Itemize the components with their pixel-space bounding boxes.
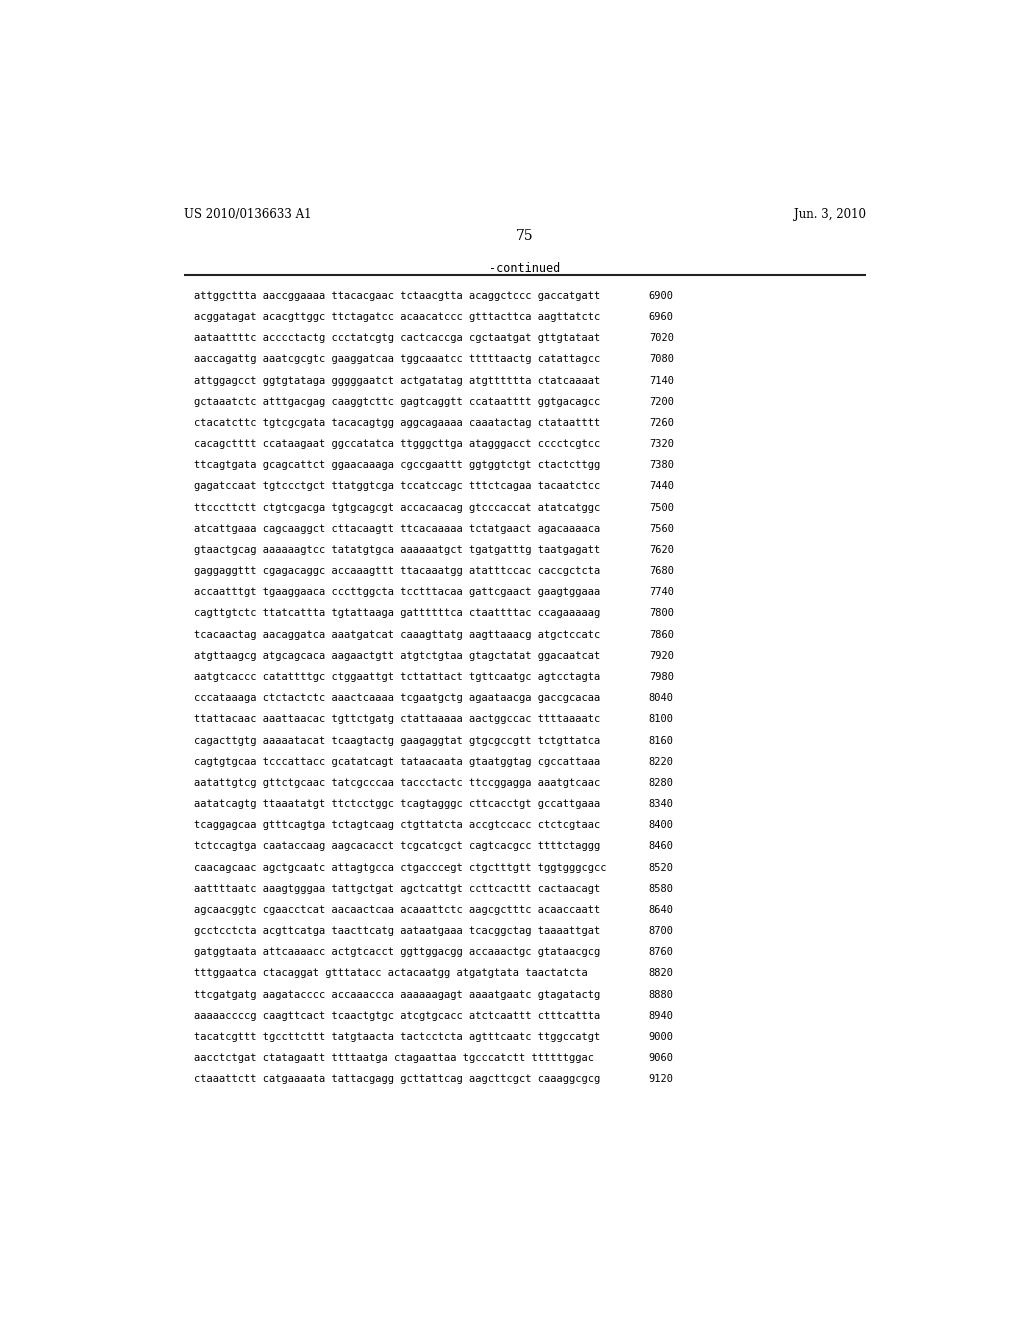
Text: aaccagattg aaatcgcgtc gaaggatcaa tggcaaatcc tttttaactg catattagcc: aaccagattg aaatcgcgtc gaaggatcaa tggcaaa… <box>194 354 600 364</box>
Text: 8400: 8400 <box>649 820 674 830</box>
Text: tctccagtga caataccaag aagcacacct tcgcatcgct cagtcacgcc ttttctaggg: tctccagtga caataccaag aagcacacct tcgcatc… <box>194 841 600 851</box>
Text: ctaaattctt catgaaaata tattacgagg gcttattcag aagcttcgct caaaggcgcg: ctaaattctt catgaaaata tattacgagg gcttatt… <box>194 1074 600 1084</box>
Text: ttcgatgatg aagatacccc accaaaccca aaaaaagagt aaaatgaatc gtagatactg: ttcgatgatg aagatacccc accaaaccca aaaaaag… <box>194 990 600 999</box>
Text: agcaacggtc cgaacctcat aacaactcaa acaaattctc aagcgctttc acaaccaatt: agcaacggtc cgaacctcat aacaactcaa acaaatt… <box>194 906 600 915</box>
Text: 8520: 8520 <box>649 862 674 873</box>
Text: 8580: 8580 <box>649 884 674 894</box>
Text: accaatttgt tgaaggaaca cccttggcta tcctttacaa gattcgaact gaagtggaaa: accaatttgt tgaaggaaca cccttggcta tccttta… <box>194 587 600 597</box>
Text: atgttaagcg atgcagcaca aagaactgtt atgtctgtaa gtagctatat ggacaatcat: atgttaagcg atgcagcaca aagaactgtt atgtctg… <box>194 651 600 661</box>
Text: 7740: 7740 <box>649 587 674 597</box>
Text: aatatcagtg ttaaatatgt ttctcctggc tcagtagggc cttcacctgt gccattgaaa: aatatcagtg ttaaatatgt ttctcctggc tcagtag… <box>194 799 600 809</box>
Text: 8760: 8760 <box>649 948 674 957</box>
Text: 8220: 8220 <box>649 756 674 767</box>
Text: 8280: 8280 <box>649 777 674 788</box>
Text: cacagctttt ccataagaat ggccatatca ttgggcttga atagggacct cccctcgtcc: cacagctttt ccataagaat ggccatatca ttgggct… <box>194 440 600 449</box>
Text: 7980: 7980 <box>649 672 674 682</box>
Text: 8820: 8820 <box>649 969 674 978</box>
Text: 8880: 8880 <box>649 990 674 999</box>
Text: acggatagat acacgttggc ttctagatcc acaacatccc gtttacttca aagttatctc: acggatagat acacgttggc ttctagatcc acaacat… <box>194 312 600 322</box>
Text: 8700: 8700 <box>649 927 674 936</box>
Text: gcctcctcta acgttcatga taacttcatg aataatgaaa tcacggctag taaaattgat: gcctcctcta acgttcatga taacttcatg aataatg… <box>194 927 600 936</box>
Text: aataattttc acccctactg ccctatcgtg cactcaccga cgctaatgat gttgtataat: aataattttc acccctactg ccctatcgtg cactcac… <box>194 333 600 343</box>
Text: 7620: 7620 <box>649 545 674 554</box>
Text: 9060: 9060 <box>649 1053 674 1063</box>
Text: 8040: 8040 <box>649 693 674 704</box>
Text: 7020: 7020 <box>649 333 674 343</box>
Text: 7920: 7920 <box>649 651 674 661</box>
Text: Jun. 3, 2010: Jun. 3, 2010 <box>794 209 866 222</box>
Text: attggagcct ggtgtataga gggggaatct actgatatag atgtttttta ctatcaaaat: attggagcct ggtgtataga gggggaatct actgata… <box>194 376 600 385</box>
Text: 7380: 7380 <box>649 461 674 470</box>
Text: -continued: -continued <box>489 263 560 276</box>
Text: tcaggagcaa gtttcagtga tctagtcaag ctgttatcta accgtccacc ctctcgtaac: tcaggagcaa gtttcagtga tctagtcaag ctgttat… <box>194 820 600 830</box>
Text: gctaaatctc atttgacgag caaggtcttc gagtcaggtt ccataatttt ggtgacagcc: gctaaatctc atttgacgag caaggtcttc gagtcag… <box>194 397 600 407</box>
Text: 7140: 7140 <box>649 376 674 385</box>
Text: gtaactgcag aaaaaagtcc tatatgtgca aaaaaatgct tgatgatttg taatgagatt: gtaactgcag aaaaaagtcc tatatgtgca aaaaaat… <box>194 545 600 554</box>
Text: aatgtcaccc catattttgc ctggaattgt tcttattact tgttcaatgc agtcctagta: aatgtcaccc catattttgc ctggaattgt tcttatt… <box>194 672 600 682</box>
Text: cagtgtgcaa tcccattacc gcatatcagt tataacaata gtaatggtag cgccattaaa: cagtgtgcaa tcccattacc gcatatcagt tataaca… <box>194 756 600 767</box>
Text: aatattgtcg gttctgcaac tatcgcccaa taccctactc ttccggagga aaatgtcaac: aatattgtcg gttctgcaac tatcgcccaa tacccta… <box>194 777 600 788</box>
Text: tacatcgttt tgccttcttt tatgtaacta tactcctcta agtttcaatc ttggccatgt: tacatcgttt tgccttcttt tatgtaacta tactcct… <box>194 1032 600 1041</box>
Text: 7500: 7500 <box>649 503 674 512</box>
Text: 6900: 6900 <box>649 290 674 301</box>
Text: ttcagtgata gcagcattct ggaacaaaga cgccgaattt ggtggtctgt ctactcttgg: ttcagtgata gcagcattct ggaacaaaga cgccgaa… <box>194 461 600 470</box>
Text: ttcccttctt ctgtcgacga tgtgcagcgt accacaacag gtcccaccat atatcatggc: ttcccttctt ctgtcgacga tgtgcagcgt accacaa… <box>194 503 600 512</box>
Text: 8640: 8640 <box>649 906 674 915</box>
Text: 8940: 8940 <box>649 1011 674 1020</box>
Text: 7560: 7560 <box>649 524 674 533</box>
Text: tttggaatca ctacaggat gtttatacc actacaatgg atgatgtata taactatcta: tttggaatca ctacaggat gtttatacc actacaatg… <box>194 969 588 978</box>
Text: 9120: 9120 <box>649 1074 674 1084</box>
Text: tcacaactag aacaggatca aaatgatcat caaagttatg aagttaaacg atgctccatc: tcacaactag aacaggatca aaatgatcat caaagtt… <box>194 630 600 640</box>
Text: 7860: 7860 <box>649 630 674 640</box>
Text: 7440: 7440 <box>649 482 674 491</box>
Text: cagacttgtg aaaaatacat tcaagtactg gaagaggtat gtgcgccgtt tctgttatca: cagacttgtg aaaaatacat tcaagtactg gaagagg… <box>194 735 600 746</box>
Text: gaggaggttt cgagacaggc accaaagttt ttacaaatgg atatttccac caccgctcta: gaggaggttt cgagacaggc accaaagttt ttacaaa… <box>194 566 600 576</box>
Text: 7680: 7680 <box>649 566 674 576</box>
Text: 7320: 7320 <box>649 440 674 449</box>
Text: cagttgtctc ttatcattta tgtattaaga gattttttca ctaattttac ccagaaaaag: cagttgtctc ttatcattta tgtattaaga gattttt… <box>194 609 600 619</box>
Text: ttattacaac aaattaacac tgttctgatg ctattaaaaa aactggccac ttttaaaatc: ttattacaac aaattaacac tgttctgatg ctattaa… <box>194 714 600 725</box>
Text: aaaaaccccg caagttcact tcaactgtgc atcgtgcacc atctcaattt ctttcattta: aaaaaccccg caagttcact tcaactgtgc atcgtgc… <box>194 1011 600 1020</box>
Text: 9000: 9000 <box>649 1032 674 1041</box>
Text: US 2010/0136633 A1: US 2010/0136633 A1 <box>183 209 311 222</box>
Text: 8460: 8460 <box>649 841 674 851</box>
Text: ctacatcttc tgtcgcgata tacacagtgg aggcagaaaa caaatactag ctataatttt: ctacatcttc tgtcgcgata tacacagtgg aggcaga… <box>194 418 600 428</box>
Text: 7800: 7800 <box>649 609 674 619</box>
Text: aacctctgat ctatagaatt ttttaatga ctagaattaa tgcccatctt ttttttggac: aacctctgat ctatagaatt ttttaatga ctagaatt… <box>194 1053 594 1063</box>
Text: 7080: 7080 <box>649 354 674 364</box>
Text: caacagcaac agctgcaatc attagtgcca ctgacccegt ctgctttgtt tggtgggcgcc: caacagcaac agctgcaatc attagtgcca ctgaccc… <box>194 862 606 873</box>
Text: 7200: 7200 <box>649 397 674 407</box>
Text: aattttaatc aaagtgggaa tattgctgat agctcattgt ccttcacttt cactaacagt: aattttaatc aaagtgggaa tattgctgat agctcat… <box>194 884 600 894</box>
Text: atcattgaaa cagcaaggct cttacaagtt ttcacaaaaa tctatgaact agacaaaaca: atcattgaaa cagcaaggct cttacaagtt ttcacaa… <box>194 524 600 533</box>
Text: 8160: 8160 <box>649 735 674 746</box>
Text: gatggtaata attcaaaacc actgtcacct ggttggacgg accaaactgc gtataacgcg: gatggtaata attcaaaacc actgtcacct ggttgga… <box>194 948 600 957</box>
Text: 7260: 7260 <box>649 418 674 428</box>
Text: attggcttta aaccggaaaa ttacacgaac tctaacgtta acaggctccc gaccatgatt: attggcttta aaccggaaaa ttacacgaac tctaacg… <box>194 290 600 301</box>
Text: 6960: 6960 <box>649 312 674 322</box>
Text: 8340: 8340 <box>649 799 674 809</box>
Text: gagatccaat tgtccctgct ttatggtcga tccatccagc tttctcagaa tacaatctcc: gagatccaat tgtccctgct ttatggtcga tccatcc… <box>194 482 600 491</box>
Text: 8100: 8100 <box>649 714 674 725</box>
Text: cccataaaga ctctactctc aaactcaaaa tcgaatgctg agaataacga gaccgcacaa: cccataaaga ctctactctc aaactcaaaa tcgaatg… <box>194 693 600 704</box>
Text: 75: 75 <box>516 230 534 243</box>
